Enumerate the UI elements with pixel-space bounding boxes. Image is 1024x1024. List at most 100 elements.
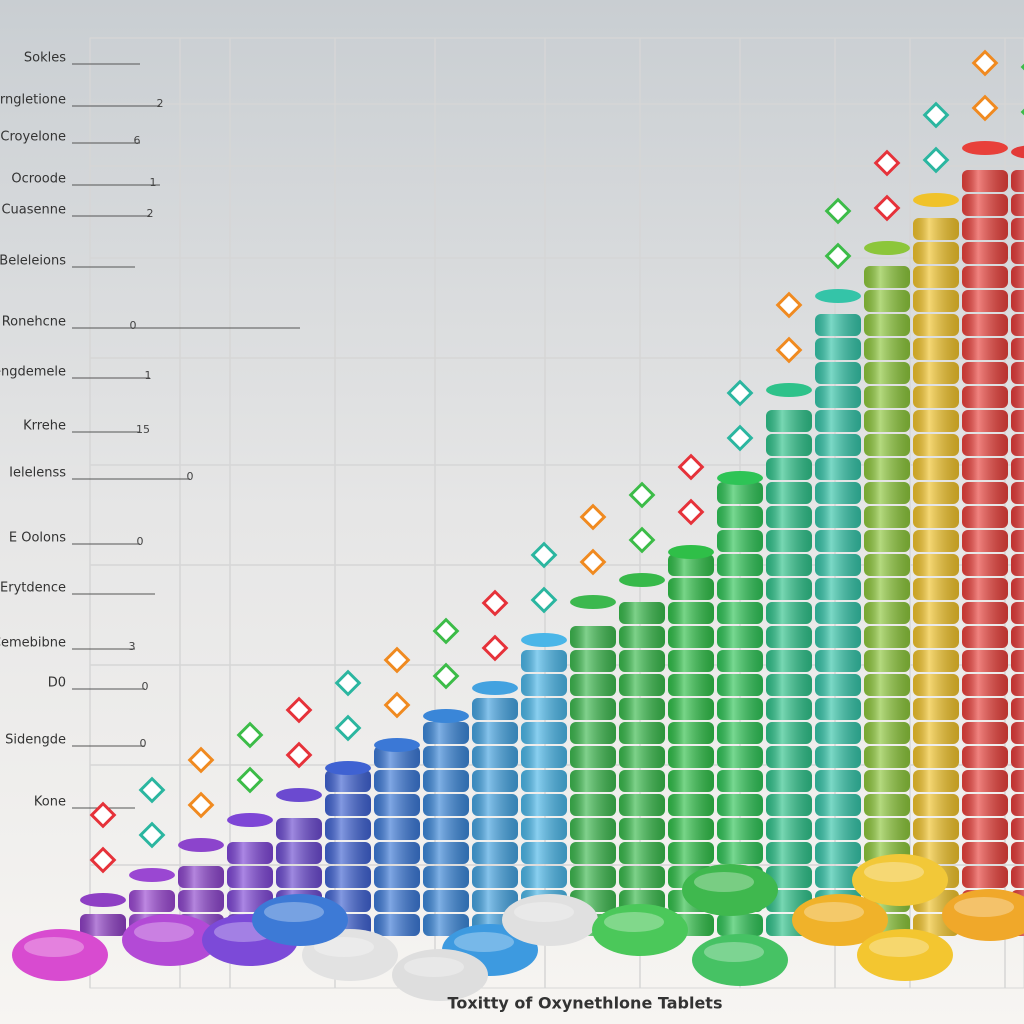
tablet-shine xyxy=(766,650,812,672)
tablet-shine xyxy=(325,866,371,888)
tablet-shine xyxy=(619,674,665,696)
pill xyxy=(792,894,888,946)
tablet-shine xyxy=(717,650,763,672)
tablet-shine xyxy=(374,866,420,888)
tablet-shine xyxy=(668,794,714,816)
row-note: 2 xyxy=(157,97,164,110)
tablet-shine xyxy=(815,458,861,480)
row-note: 15 xyxy=(136,423,150,436)
diamond xyxy=(677,453,705,481)
tablet-shine xyxy=(423,842,469,864)
tablet-shine xyxy=(1011,338,1024,360)
row-note: 0 xyxy=(142,680,149,693)
row-label: D0 xyxy=(48,676,66,691)
tablet-shine xyxy=(962,650,1008,672)
tablet-shine xyxy=(815,338,861,360)
tablet-shine xyxy=(374,746,420,768)
tablet-shine xyxy=(864,410,910,432)
tablet-shine xyxy=(815,506,861,528)
diamond xyxy=(432,662,460,690)
tablet-shine xyxy=(766,746,812,768)
row-note: 0 xyxy=(130,319,137,332)
tablet-shine xyxy=(864,626,910,648)
row-label: Cuasenne xyxy=(1,203,66,218)
tablet-shine xyxy=(276,842,322,864)
tablet-shine xyxy=(717,506,763,528)
tablet-shine xyxy=(423,794,469,816)
tablet-shine xyxy=(913,410,959,432)
tablet-shine xyxy=(766,602,812,624)
row-note: 3 xyxy=(129,640,136,653)
tablet-shine xyxy=(374,794,420,816)
tablet-shine xyxy=(1011,746,1024,768)
tablet-shine xyxy=(1011,266,1024,288)
tablet-shine xyxy=(668,746,714,768)
diamond xyxy=(628,481,656,509)
tablet-shine xyxy=(521,818,567,840)
tablet-shine xyxy=(668,674,714,696)
diamond xyxy=(873,149,901,177)
tablet-shine xyxy=(962,170,1008,192)
tablet-shine xyxy=(766,698,812,720)
tablet-shine xyxy=(227,842,273,864)
tablet-shine xyxy=(766,770,812,792)
tablet-top xyxy=(717,471,763,485)
tablet-shine xyxy=(766,626,812,648)
tablet-shine xyxy=(717,674,763,696)
diamond xyxy=(726,424,754,452)
tablet-top xyxy=(374,738,420,752)
tablet-shine xyxy=(962,842,1008,864)
tablet-shine xyxy=(815,650,861,672)
tablet-shine xyxy=(962,746,1008,768)
diamond xyxy=(138,821,166,849)
tablet-shine xyxy=(913,458,959,480)
pill-highlight xyxy=(869,937,929,957)
tablet-shine xyxy=(962,482,1008,504)
tablet-shine xyxy=(668,842,714,864)
pill-highlight xyxy=(514,902,574,922)
tablet-top xyxy=(619,573,665,587)
diamond xyxy=(922,146,950,174)
tablet-shine xyxy=(962,578,1008,600)
tablet-shine xyxy=(521,866,567,888)
pill xyxy=(122,914,218,966)
tablet-shine xyxy=(864,818,910,840)
tablet-shine xyxy=(815,554,861,576)
tablet-shine xyxy=(570,722,616,744)
row-note: 6 xyxy=(134,134,141,147)
tablet-shine xyxy=(766,434,812,456)
pill xyxy=(682,864,778,916)
tablet-shine xyxy=(766,578,812,600)
tablet-shine xyxy=(423,770,469,792)
tablet-shine xyxy=(619,866,665,888)
tablet-shine xyxy=(668,650,714,672)
tablet-shine xyxy=(717,482,763,504)
tablet-shine xyxy=(570,650,616,672)
tablet-shine xyxy=(668,554,714,576)
tablet-shine xyxy=(864,698,910,720)
tablet-shine xyxy=(962,218,1008,240)
tablet-shine xyxy=(717,818,763,840)
row-note: 0 xyxy=(140,737,147,750)
tablet-shine xyxy=(570,698,616,720)
tablet-shine xyxy=(325,794,371,816)
tablet-shine xyxy=(1011,602,1024,624)
pill-highlight xyxy=(704,942,764,962)
tablet-shine xyxy=(864,794,910,816)
tablet-shine xyxy=(766,410,812,432)
tablet-shine xyxy=(423,746,469,768)
tablet-shine xyxy=(815,770,861,792)
tablet-shine xyxy=(815,578,861,600)
tablet-shine xyxy=(766,506,812,528)
labels: Sokles Sorngletione 2 Croyelone 6 Ocroode 1 Cua… xyxy=(0,51,300,810)
tablet-shine xyxy=(472,770,518,792)
tablet-shine xyxy=(913,434,959,456)
diamond xyxy=(726,379,754,407)
tablet-shine xyxy=(521,722,567,744)
row-label: Sidengde xyxy=(5,733,66,748)
tablet-shine xyxy=(913,482,959,504)
tablet-shine xyxy=(374,890,420,912)
tablet-top xyxy=(178,838,224,852)
tablet-shine xyxy=(1011,578,1024,600)
diamond xyxy=(824,197,852,225)
